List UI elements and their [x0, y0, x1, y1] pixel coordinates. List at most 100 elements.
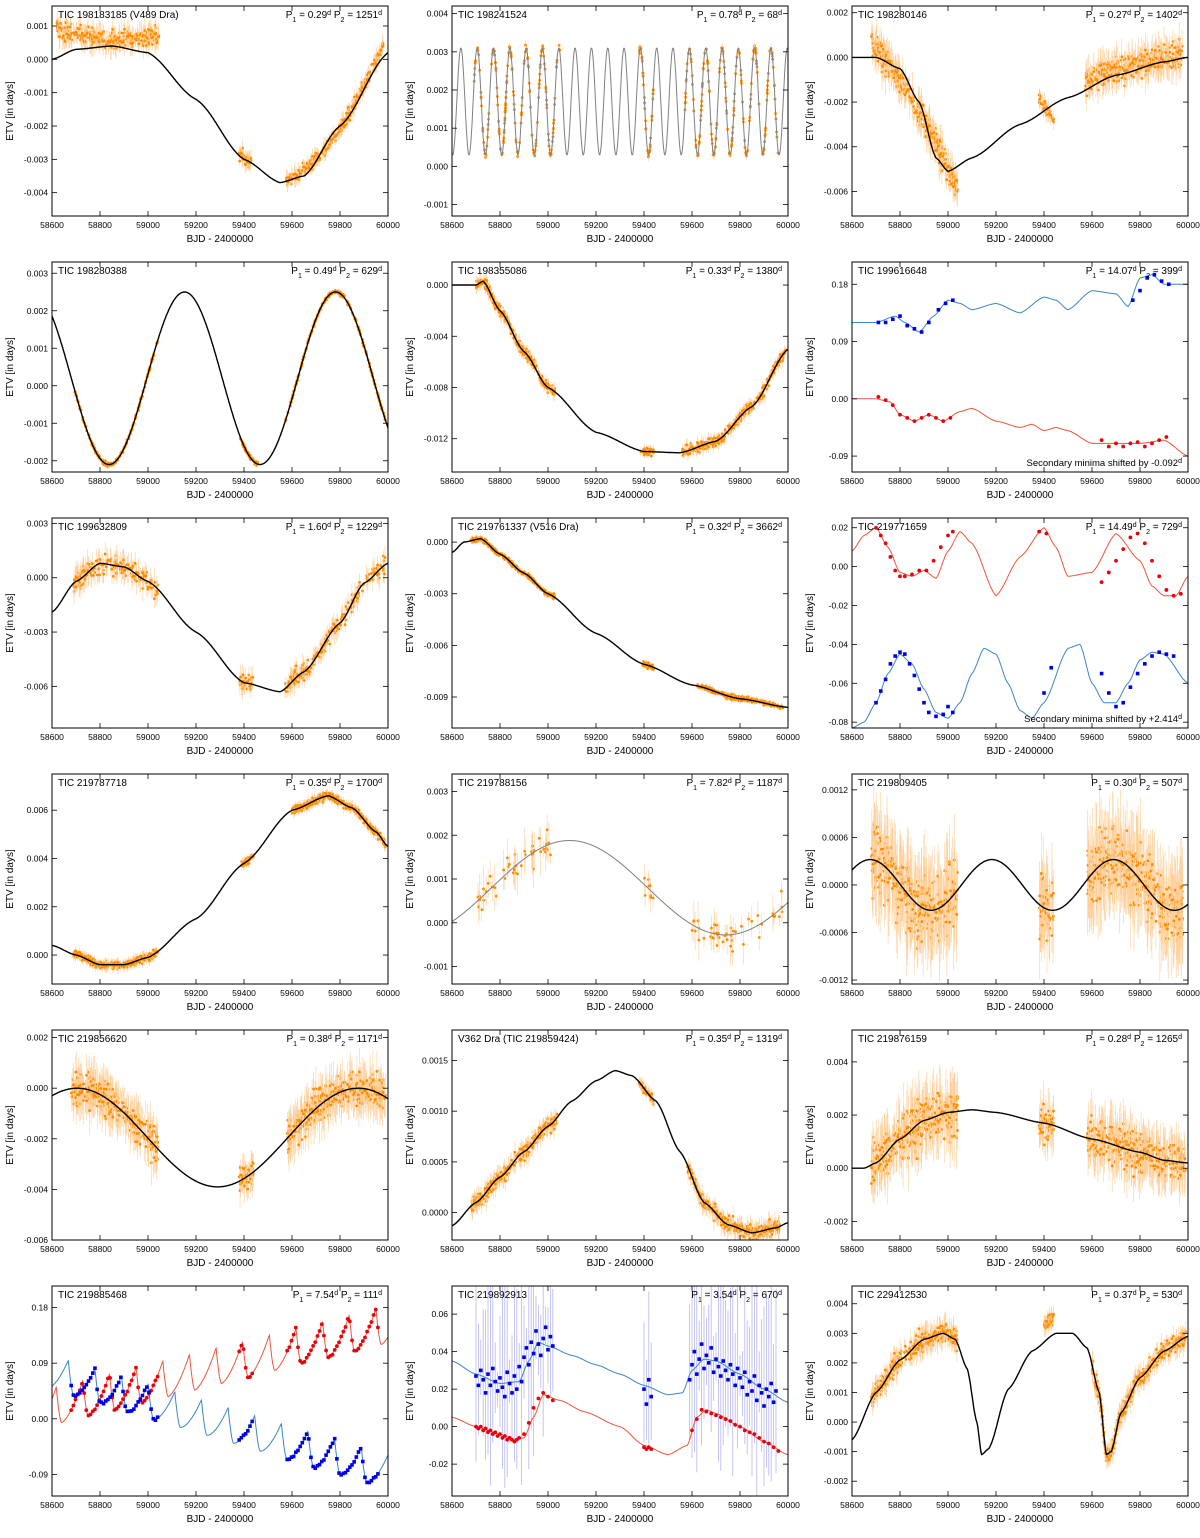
data-point [300, 168, 304, 172]
data-point [150, 43, 154, 46]
data-point [1168, 64, 1171, 68]
y-tick-label: -0.001 [24, 418, 48, 428]
data-point [114, 46, 118, 50]
data-point [1111, 66, 1115, 69]
data-point [884, 69, 888, 73]
data-point [104, 43, 108, 47]
data-point [910, 100, 914, 104]
data-point [119, 39, 122, 43]
x-tick-label: 59200 [984, 220, 1008, 230]
data-point [1146, 62, 1150, 66]
data-point [888, 59, 892, 63]
x-tick-label: 58600 [840, 220, 864, 230]
x-tick-label: 59600 [280, 476, 304, 486]
data-point [1089, 77, 1093, 81]
data-point [372, 58, 376, 62]
data-point [1138, 59, 1142, 63]
data-point [1136, 64, 1140, 68]
data-point [898, 76, 902, 80]
data-point [101, 39, 105, 43]
data-point [1091, 73, 1094, 76]
data-point [291, 172, 295, 176]
data-point [1112, 79, 1116, 83]
data-point [1171, 52, 1175, 56]
data-point [298, 172, 302, 176]
x-tick-label: 59000 [136, 476, 160, 486]
data-point [1104, 63, 1108, 67]
data-point [916, 115, 920, 119]
data-point [949, 166, 953, 170]
data-point [1155, 56, 1158, 60]
plot-area [452, 273, 788, 462]
data-point [90, 37, 94, 41]
data-point [379, 48, 383, 52]
data-points [474, 273, 787, 462]
data-point [68, 37, 72, 41]
data-point [906, 88, 910, 91]
data-point [341, 118, 345, 122]
period-label: P1 = 0.29d P2 = 1251d [286, 10, 382, 24]
etv-panel: 58600 58800 59000 59200 59400 59600 59800 60000… [0, 0, 400, 256]
etv-panel: 58600 58800 59000 59200 59400 59600 59800 60000… [800, 0, 1200, 256]
data-point [524, 43, 527, 47]
y-tick-label: -0.002 [24, 121, 48, 131]
data-point [238, 159, 242, 163]
data-point [880, 64, 884, 68]
data-point [1107, 79, 1111, 82]
data-point [1148, 57, 1152, 61]
data-point [893, 69, 897, 73]
data-point [1122, 69, 1126, 73]
data-point [873, 52, 877, 56]
data-point [912, 105, 916, 108]
data-point [1133, 57, 1136, 60]
data-point [328, 143, 331, 146]
data-point [147, 28, 151, 32]
data-point [381, 45, 384, 48]
data-point [948, 179, 952, 183]
data-point [61, 34, 65, 38]
axes-frame [451, 5, 789, 217]
y-tick-label: 0.002 [27, 306, 49, 316]
data-point [1097, 70, 1101, 74]
data-point [142, 33, 145, 37]
panel-title: TIC 198280146 [858, 10, 927, 21]
data-point [1161, 58, 1165, 62]
data-point [952, 181, 956, 185]
x-tick-label: 58600 [40, 220, 64, 230]
data-point [1170, 43, 1174, 47]
data-point [875, 42, 878, 46]
x-tick-label: 60000 [776, 220, 800, 230]
etv-chart-svg: 58600 58800 59000 59200 59400 59600 59800 60000… [5, 5, 400, 245]
data-point [285, 176, 289, 180]
fit-curve [452, 47, 788, 156]
data-point [954, 178, 958, 182]
x-tick-label: 59800 [1128, 220, 1152, 230]
etv-chart-svg: 58600 58800 59000 59200 59400 59600 59800 60000… [805, 5, 1200, 245]
data-point [314, 152, 318, 155]
y-tick-label: 0.002 [827, 8, 849, 18]
data-point [55, 21, 59, 25]
data-point [1038, 102, 1042, 105]
data-point [897, 74, 901, 77]
data-point [944, 157, 947, 161]
data-point [557, 43, 561, 47]
data-point [68, 25, 72, 29]
data-point [1085, 75, 1088, 79]
data-point [296, 177, 300, 181]
data-point [880, 70, 884, 74]
axes-frame [51, 261, 389, 473]
data-point [57, 35, 61, 39]
data-point [99, 32, 102, 36]
data-point [900, 88, 904, 92]
data-point [123, 27, 126, 31]
data-point [80, 31, 84, 35]
data-point [1173, 46, 1177, 50]
data-point [137, 42, 141, 46]
x-tick-label: 59400 [632, 220, 656, 230]
data-point [154, 31, 158, 35]
data-point [331, 137, 335, 141]
data-point [151, 35, 155, 39]
data-point [1042, 106, 1046, 110]
x-tick-label: 58800 [888, 220, 912, 230]
plot-area [852, 18, 1188, 207]
